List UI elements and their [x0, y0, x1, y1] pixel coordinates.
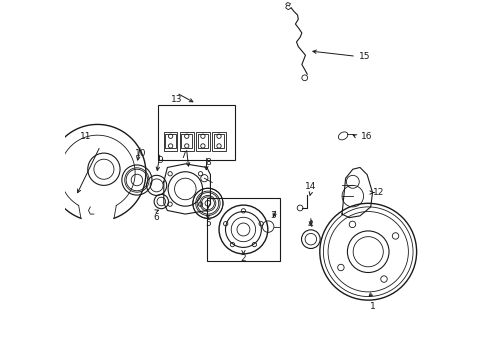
- Text: 15: 15: [359, 52, 370, 61]
- Text: 2: 2: [240, 254, 246, 263]
- Bar: [163, 132, 177, 151]
- Text: 16: 16: [360, 132, 371, 141]
- Text: 4: 4: [307, 220, 313, 229]
- Text: 5: 5: [204, 219, 210, 228]
- Text: 1: 1: [369, 302, 375, 311]
- Text: 10: 10: [135, 149, 146, 158]
- Bar: [158, 105, 234, 160]
- Text: 7: 7: [180, 151, 185, 160]
- Text: 14: 14: [305, 182, 316, 191]
- Text: 3: 3: [270, 211, 276, 220]
- Bar: [165, 134, 176, 148]
- Text: 8: 8: [205, 158, 211, 167]
- Bar: [197, 134, 208, 148]
- Text: 6: 6: [153, 213, 159, 222]
- Text: 11: 11: [80, 132, 92, 141]
- Bar: [180, 132, 193, 151]
- Bar: [212, 132, 225, 151]
- Text: 13: 13: [170, 95, 182, 104]
- Bar: [196, 132, 209, 151]
- Bar: [206, 198, 280, 261]
- Text: 12: 12: [372, 188, 384, 197]
- Text: 9: 9: [157, 156, 163, 165]
- Bar: [213, 134, 224, 148]
- Bar: [181, 134, 192, 148]
